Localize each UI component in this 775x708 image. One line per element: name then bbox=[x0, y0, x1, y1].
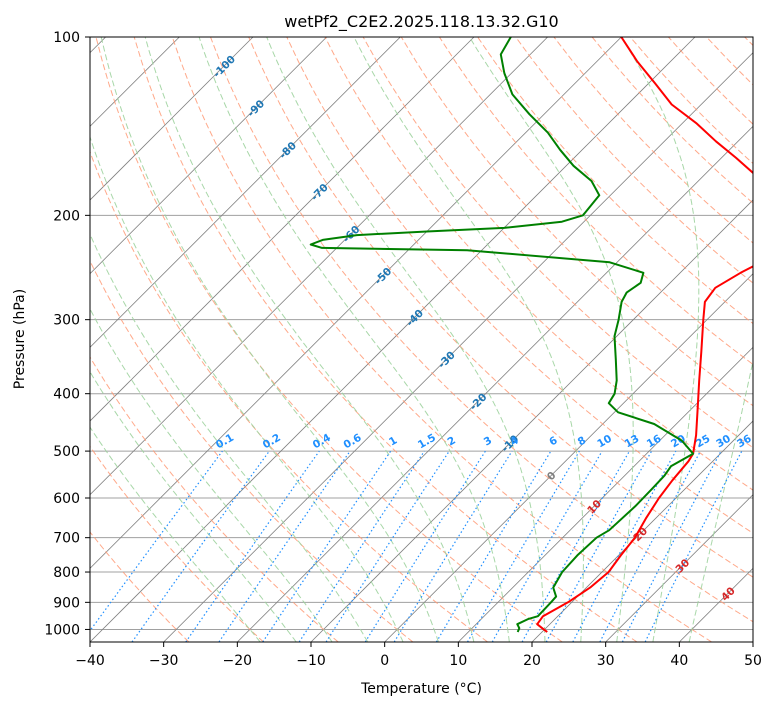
x-tick-label: 30 bbox=[597, 653, 615, 669]
isotherm-line bbox=[90, 37, 548, 496]
isotherm-line bbox=[90, 37, 401, 348]
x-tick-label: 0 bbox=[380, 653, 389, 669]
isotherm-line bbox=[90, 37, 696, 642]
dry-adiabats bbox=[90, 37, 753, 642]
x-tick-label: 40 bbox=[670, 653, 688, 669]
isotherm-line bbox=[458, 346, 753, 642]
dewpoint-profile-line bbox=[309, 37, 695, 633]
mixing-ratio-line bbox=[298, 450, 425, 642]
chart-title: wetPf2_C2E2.2025.118.13.32.G10 bbox=[284, 12, 558, 32]
dry-adiabat-line bbox=[90, 356, 339, 642]
x-tick-label: −20 bbox=[223, 653, 253, 669]
x-tick-label: 10 bbox=[449, 653, 467, 669]
plot-frame bbox=[89, 36, 754, 643]
moist-adiabat-line bbox=[266, 37, 546, 642]
isotherm-line bbox=[163, 52, 753, 642]
moist-adiabat-line bbox=[100, 37, 439, 642]
mixing-ratio-line bbox=[262, 450, 392, 642]
mixing-ratio-line bbox=[644, 450, 743, 642]
moist-adiabat-line bbox=[90, 232, 369, 642]
temperature-profile-line bbox=[536, 37, 753, 633]
x-axis-ticks: −40 −30 −20 −10 0 10 20 30 40 50 bbox=[75, 642, 762, 669]
dry-adiabat-line bbox=[286, 37, 753, 534]
dry-adiabat-line bbox=[248, 37, 753, 578]
dry-adiabat-line bbox=[171, 37, 712, 642]
y-tick-label: 800 bbox=[53, 565, 80, 581]
dry-adiabat-line bbox=[95, 37, 563, 642]
x-tick-label: −40 bbox=[75, 653, 105, 669]
mixing-ratio-line bbox=[545, 450, 653, 642]
y-tick-label: 900 bbox=[53, 595, 80, 611]
isotherm-line bbox=[90, 37, 475, 422]
moist-adiabat-line bbox=[620, 37, 700, 642]
x-tick-label: 50 bbox=[744, 653, 762, 669]
y-tick-label: 700 bbox=[53, 531, 80, 547]
x-tick-label: −10 bbox=[296, 653, 326, 669]
isotherm-line bbox=[605, 494, 753, 642]
y-axis-ticks: 100 200 300 400 500 600 700 800 900 1000 bbox=[44, 30, 90, 638]
y-tick-label: 1000 bbox=[44, 622, 80, 638]
x-tick-label: 20 bbox=[523, 653, 541, 669]
y-tick-label: 200 bbox=[53, 208, 80, 224]
isotherm-line bbox=[90, 37, 254, 201]
mixing-ratio-line bbox=[185, 450, 320, 642]
mixing-ratio-line bbox=[521, 450, 631, 642]
moist-adiabat-line bbox=[198, 37, 510, 642]
mixing-ratio-line bbox=[131, 450, 270, 642]
mixing-ratio-line bbox=[218, 450, 351, 642]
y-tick-label: 600 bbox=[53, 491, 80, 507]
moist-adiabat-line bbox=[144, 37, 475, 642]
dry-adiabat-line bbox=[515, 37, 753, 284]
y-tick-label: 300 bbox=[53, 313, 80, 329]
moist-adiabat-line bbox=[90, 135, 404, 642]
isobar-grid bbox=[90, 37, 753, 630]
x-axis-label: Temperature (°C) bbox=[360, 681, 482, 697]
moist-adiabat-line bbox=[353, 37, 584, 642]
dry-adiabat-line bbox=[90, 259, 414, 642]
dry-adiabat-line bbox=[400, 37, 753, 407]
isotherm-line bbox=[384, 273, 753, 642]
x-tick-label: −30 bbox=[149, 653, 179, 669]
mixing-ratio-line bbox=[325, 450, 450, 642]
moist-adiabat-line bbox=[90, 426, 261, 642]
y-axis-label: Pressure (hPa) bbox=[12, 289, 28, 389]
mixing-ratio-line bbox=[90, 450, 223, 632]
isotherm-line bbox=[237, 125, 753, 642]
dry-adiabat-line bbox=[210, 37, 753, 623]
mixing-ratio-label: 36 bbox=[735, 433, 754, 451]
dry-adiabat-line bbox=[90, 531, 190, 642]
dry-adiabat-line bbox=[133, 37, 638, 642]
dry-adiabat-line bbox=[438, 37, 753, 366]
moist-adiabat-line bbox=[688, 358, 753, 642]
moist-adiabat-line bbox=[90, 370, 297, 642]
profile-series bbox=[309, 37, 753, 633]
mixing-ratio-line bbox=[393, 450, 513, 642]
y-tick-label: 500 bbox=[53, 444, 80, 460]
plot-area: -100-90-80-70-60-50-40-30-20-10010203040… bbox=[90, 37, 754, 642]
dry-adiabat-line bbox=[90, 150, 488, 642]
isotherm-line bbox=[90, 37, 622, 569]
dry-adiabat-line bbox=[90, 445, 264, 642]
y-tick-label: 400 bbox=[53, 387, 80, 403]
isotherm-line bbox=[90, 37, 327, 275]
y-tick-label: 100 bbox=[53, 30, 80, 46]
